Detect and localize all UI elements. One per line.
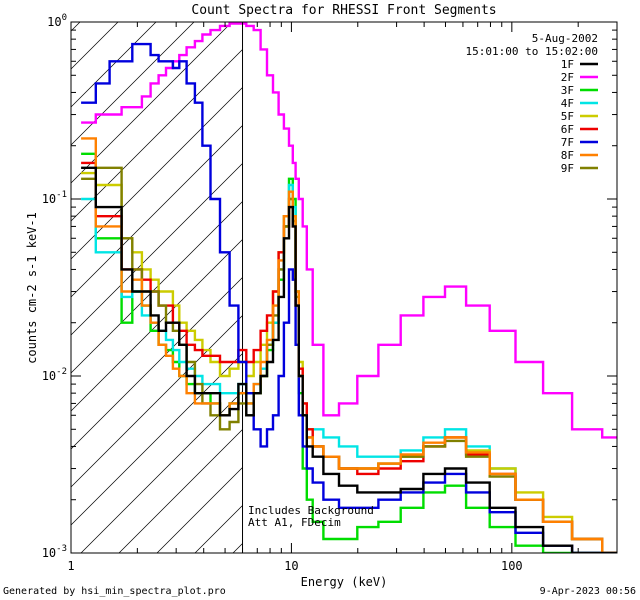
y-tick-label: 10-1 (42, 190, 67, 206)
generated-by-text: Generated by hsi_min_spectra_plot.pro (3, 586, 226, 597)
legend-label-2F: 2F (561, 71, 574, 84)
hatch-line (71, 162, 243, 336)
x-axis-label: Energy (keV) (301, 575, 388, 589)
hatch-line (71, 352, 243, 526)
series-line-4F (81, 183, 617, 553)
generated-timestamp: 9-Apr-2023 00:56 (540, 586, 636, 597)
legend-label-4F: 4F (561, 97, 574, 110)
chart-title: Count Spectra for RHESSI Front Segments (191, 3, 496, 18)
hatch-line (71, 22, 81, 32)
legend-label-8F: 8F (561, 149, 574, 162)
annotation-attenuator: Att A1, FDecim (248, 516, 341, 529)
hatch-line (71, 48, 243, 222)
y-tick-label: 10-3 (42, 544, 67, 560)
hatch-line (71, 124, 243, 298)
x-tick-label: 1 (67, 559, 74, 573)
annotation-background: Includes Background (248, 504, 374, 517)
hatch-line (71, 276, 243, 450)
hatch-line (71, 238, 243, 412)
x-tick-label: 100 (501, 559, 523, 573)
x-tick-label: 10 (284, 559, 298, 573)
legend-label-9F: 9F (561, 162, 574, 175)
hatch-line (71, 22, 157, 108)
hatch-line (71, 200, 243, 374)
legend-label-7F: 7F (561, 136, 574, 149)
legend-date: 5-Aug-2002 (532, 32, 598, 45)
legend-label-3F: 3F (561, 84, 574, 97)
plot-frame (70, 21, 618, 554)
hatch-line (118, 428, 243, 553)
hatch-line (271, 0, 640, 553)
hatch-line (71, 86, 243, 260)
axis-ticks: 1 10 100 10-3 10-2 10-1 100 (42, 13, 618, 573)
y-tick-label: 100 (47, 13, 67, 29)
legend-time-range: 15:01:00 to 15:02:00 (466, 45, 598, 58)
legend-label-5F: 5F (561, 110, 574, 123)
hatch-line (71, 22, 195, 146)
series-line-9F (81, 166, 617, 553)
y-tick-label: 10-2 (42, 367, 67, 383)
hatch-line (71, 314, 243, 488)
legend-label-6F: 6F (561, 123, 574, 136)
series-line-8F (81, 137, 617, 553)
hatch-line (71, 22, 119, 70)
y-axis-label: counts cm-2 s-1 keV-1 (25, 212, 39, 364)
series-line-1F (81, 166, 617, 553)
legend-label-1F: 1F (561, 58, 574, 71)
hatch-line (232, 542, 243, 553)
series-layer (81, 22, 617, 553)
series-line-2F (81, 22, 617, 439)
hatch-line (71, 22, 233, 184)
hatch-line (80, 390, 243, 553)
series-line-7F (81, 42, 617, 553)
